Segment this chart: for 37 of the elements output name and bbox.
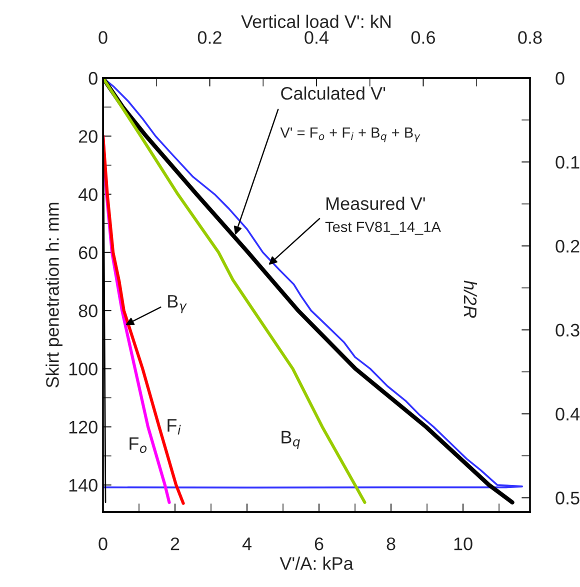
y2-tick-label: 0.5	[556, 492, 580, 504]
y-tick-label: 80	[78, 304, 98, 318]
y2-axis-title: h/2R	[464, 280, 478, 318]
y2-tick-label: 0.4	[556, 408, 580, 421]
annotation: F$_{o}$	[130, 437, 147, 453]
annotation: B$_{q}$	[282, 430, 300, 449]
y-axis-title: Skirt penetration h: mm	[46, 202, 62, 388]
y-tick-label: 120	[69, 420, 98, 434]
y2-tick-label: 0.2	[556, 240, 580, 253]
x2-tick-label: 0.2	[198, 31, 222, 44]
x2-tick-label: 0.4	[304, 31, 329, 44]
y2-tick-label: 0	[556, 72, 564, 85]
x-tick-label: 10	[454, 537, 472, 550]
annotation: Calculated V'	[281, 86, 386, 100]
x-axis-title: V'/A: kPa	[280, 556, 354, 570]
annotation: Test FV81_14_1A	[325, 222, 441, 235]
y-tick-label: 20	[78, 130, 98, 143]
y-tick-label: 140	[69, 478, 98, 492]
x-tick-label: 6	[314, 537, 324, 550]
x2-axis-title: Vertical load V': kN	[241, 14, 391, 28]
x2-tick-label: 0	[98, 31, 108, 44]
y-tick-label: 0	[88, 72, 98, 85]
annotation: Measured V'	[326, 196, 425, 210]
x-tick-label: 8	[386, 537, 396, 550]
y2-tick-label: 0.1	[556, 156, 580, 169]
x-tick-label: 0	[98, 537, 108, 550]
annotation: F$_{i}$	[168, 419, 181, 435]
y-tick-label: 100	[69, 362, 98, 376]
y-tick-label: 60	[78, 246, 98, 260]
x-tick-label: 4	[242, 538, 252, 550]
y-tick-label: 40	[78, 188, 98, 201]
x2-tick-label: 0.8	[518, 31, 542, 44]
y2-tick-label: 0.3	[556, 324, 580, 337]
x-tick-label: 2	[170, 537, 180, 550]
x2-tick-label: 0.6	[411, 31, 436, 44]
annotation: B$_{γ}$	[168, 295, 187, 314]
annotation: V' = F$_{o}$ + F$_{i}$ + B$_{q}$ + B$_{γ}$	[280, 128, 420, 142]
